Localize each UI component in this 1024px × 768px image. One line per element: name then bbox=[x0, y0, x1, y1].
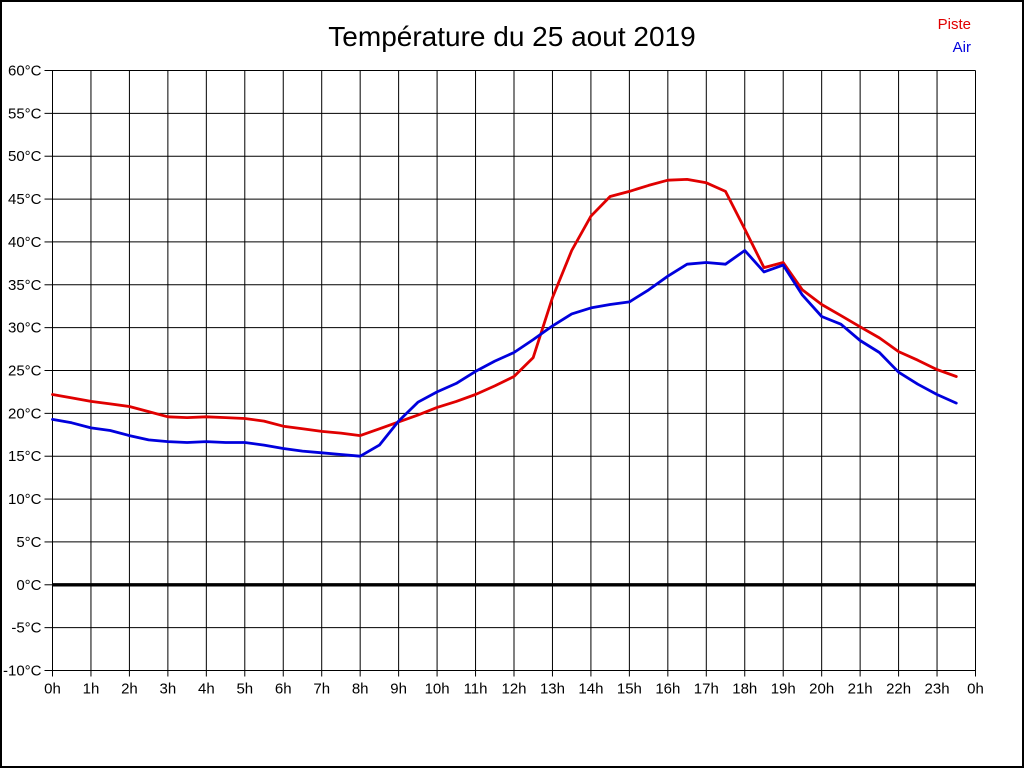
y-tick-label: 0°C bbox=[16, 577, 41, 594]
x-tick-label: 10h bbox=[425, 681, 450, 698]
y-tick-label: 40°C bbox=[8, 234, 42, 251]
x-tick-label: 7h bbox=[313, 681, 330, 698]
y-tick-label: 30°C bbox=[8, 320, 42, 337]
y-tick-label: -5°C bbox=[11, 620, 41, 637]
y-tick-label: 15°C bbox=[8, 448, 42, 465]
x-tick-label: 0h bbox=[44, 681, 61, 698]
series-line-air bbox=[51, 249, 958, 458]
x-tick-label: 19h bbox=[771, 681, 796, 698]
x-tick-label: 14h bbox=[578, 681, 603, 698]
chart-title: Température du 25 aout 2019 bbox=[328, 21, 696, 52]
chart-legend: Piste Air bbox=[938, 13, 971, 59]
x-tick-label: 17h bbox=[694, 681, 719, 698]
y-tick-label: 20°C bbox=[8, 405, 42, 422]
legend-item-piste: Piste bbox=[937, 16, 971, 33]
y-tick-label: 25°C bbox=[8, 363, 42, 380]
x-tick-label: 13h bbox=[540, 681, 565, 698]
x-tick-label: 18h bbox=[732, 681, 757, 698]
x-tick-label: 4h bbox=[198, 681, 215, 698]
x-tick-label: 20h bbox=[809, 681, 834, 698]
x-tick-label: 9h bbox=[390, 681, 407, 698]
x-tick-label: 21h bbox=[848, 681, 873, 698]
x-tick-label: 12h bbox=[501, 681, 526, 698]
legend-item-air: Air bbox=[952, 39, 971, 56]
y-tick-label: 35°C bbox=[8, 277, 42, 294]
x-tick-label: 8h bbox=[352, 681, 369, 698]
y-tick-label: -10°C bbox=[3, 663, 42, 680]
x-tick-label: 1h bbox=[83, 681, 100, 698]
x-tick-label: 2h bbox=[121, 681, 138, 698]
y-tick-label: 55°C bbox=[8, 105, 42, 122]
x-tick-label: 6h bbox=[275, 681, 292, 698]
y-tick-label: 10°C bbox=[8, 491, 42, 508]
x-tick-label: 23h bbox=[925, 681, 950, 698]
x-tick-label: 3h bbox=[160, 681, 177, 698]
x-tick-label: 16h bbox=[655, 681, 680, 698]
series-line-piste bbox=[51, 177, 958, 438]
x-tick-label: 5h bbox=[236, 681, 253, 698]
y-tick-label: 50°C bbox=[8, 148, 42, 165]
x-tick-label: 22h bbox=[886, 681, 911, 698]
x-tick-label: 15h bbox=[617, 681, 642, 698]
x-tick-label: 11h bbox=[464, 681, 488, 698]
x-tick-label: 0h bbox=[967, 681, 984, 698]
y-tick-label: 45°C bbox=[8, 191, 42, 208]
y-tick-label: 5°C bbox=[16, 534, 41, 551]
y-tick-label: 60°C bbox=[8, 63, 42, 80]
